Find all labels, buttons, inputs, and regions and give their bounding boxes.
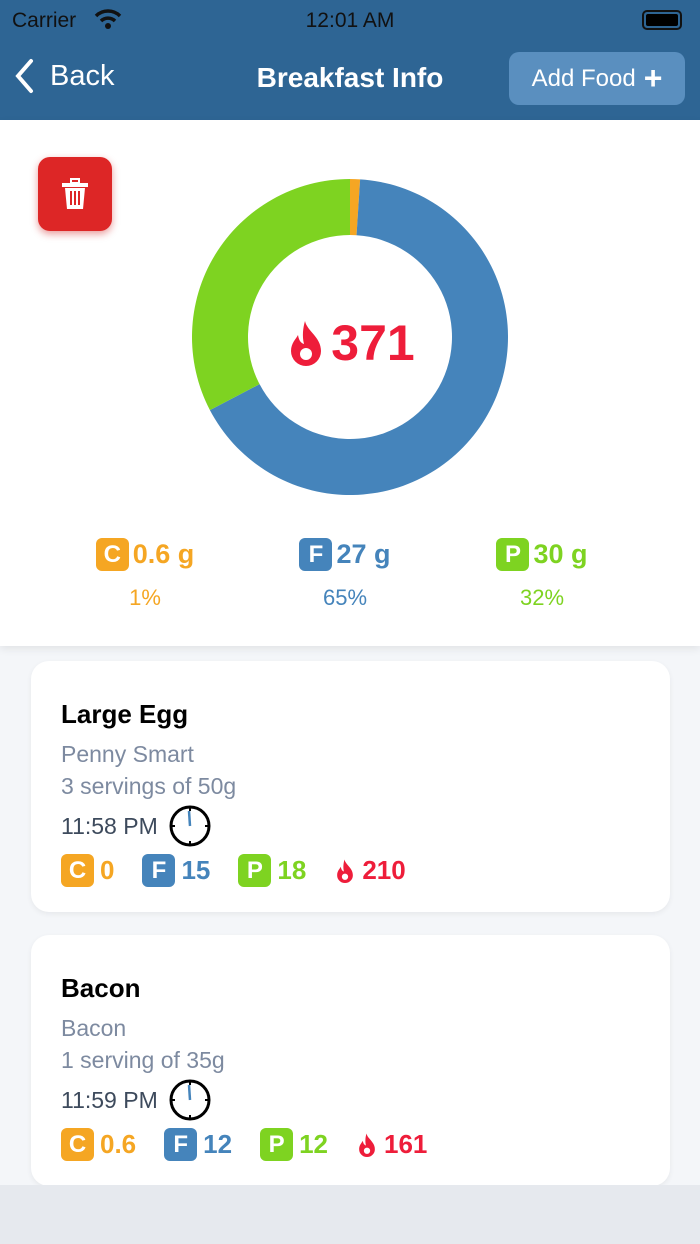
food-time: 11:59 PM [61, 1078, 640, 1122]
page-title: Breakfast Info [256, 62, 444, 93]
fat-badge: F [142, 854, 176, 887]
back-label: Back [50, 59, 115, 92]
food-carbs: 0.6 [100, 1129, 137, 1159]
food-carbs: 0 [100, 855, 115, 885]
fat-percent: 65% [322, 585, 368, 610]
delete-button[interactable] [38, 157, 112, 231]
fat-summary: F 27 g 65% [245, 538, 445, 611]
donut-slice-carbs [350, 179, 361, 236]
flame-icon [337, 858, 354, 883]
food-card[interactable]: Large Egg Penny Smart 3 servings of 50g … [31, 661, 670, 912]
food-name: Bacon [61, 973, 141, 1003]
trash-icon [62, 178, 88, 209]
summary-panel: 371 C 0.6 g 1% F 27 g 65% P 30 g 32% [0, 120, 700, 646]
plus-icon: + [643, 60, 663, 96]
wifi-icon [94, 9, 122, 29]
food-protein: 18 [277, 855, 307, 885]
add-food-label: Add Food [531, 64, 636, 92]
carrier: Carrier [12, 9, 77, 32]
protein-summary: P 30 g 32% [442, 538, 642, 611]
protein-amount: 30 g [533, 539, 588, 569]
food-fat: 12 [203, 1129, 233, 1159]
nav-bar: Carrier 12:01 AM Back Breakfast Info Add… [0, 0, 700, 120]
back-button[interactable]: Back [14, 58, 114, 94]
carbs-badge: C [95, 538, 129, 571]
donut-slice-fat [209, 179, 508, 495]
food-serving: 1 serving of 35g [61, 1047, 225, 1073]
food-name: Large Egg [61, 699, 189, 729]
protein-badge: P [238, 854, 272, 887]
donut-slice-protein [191, 179, 350, 411]
fat-amount: 27 g [336, 539, 391, 569]
clock: 12:01 AM [305, 9, 395, 32]
protein-badge: P [496, 538, 530, 571]
total-calories-value: 371 [331, 315, 415, 371]
food-brand: Bacon [61, 1015, 127, 1041]
flame-icon [359, 1132, 375, 1157]
food-calories: 161 [384, 1129, 428, 1159]
bottom-bar [0, 1185, 700, 1244]
clock-icon [169, 805, 211, 847]
food-time-value: 11:58 PM [61, 812, 158, 839]
food-serving: 3 servings of 50g [61, 773, 237, 799]
battery-icon [642, 10, 682, 30]
food-fat: 15 [181, 855, 211, 885]
carbs-amount: 0.6 g [132, 539, 195, 569]
carbs-percent: 1% [129, 585, 161, 610]
flame-icon [291, 321, 322, 366]
food-brand: Penny Smart [61, 741, 194, 767]
add-food-button[interactable]: Add Food + [509, 52, 685, 105]
protein-badge: P [260, 1128, 294, 1161]
total-calories: 371 [0, 314, 700, 372]
food-time: 11:58 PM [61, 804, 640, 848]
food-protein: 12 [299, 1129, 328, 1159]
food-macros: C 0.6 F 12 P 12 161 [61, 1128, 640, 1161]
carbs-badge: C [61, 854, 94, 887]
food-time-value: 11:59 PM [61, 1086, 158, 1113]
carbs-summary: C 0.6 g 1% [45, 538, 245, 611]
carbs-badge: C [61, 1128, 94, 1161]
status-bar: Carrier 12:01 AM [0, 6, 700, 36]
clock-icon [169, 1079, 211, 1121]
fat-badge: F [164, 1128, 198, 1161]
macro-donut-chart [191, 179, 508, 495]
fat-badge: F [299, 538, 333, 571]
food-calories: 210 [362, 855, 406, 885]
chevron-left-icon [15, 59, 33, 93]
protein-percent: 32% [519, 585, 565, 610]
